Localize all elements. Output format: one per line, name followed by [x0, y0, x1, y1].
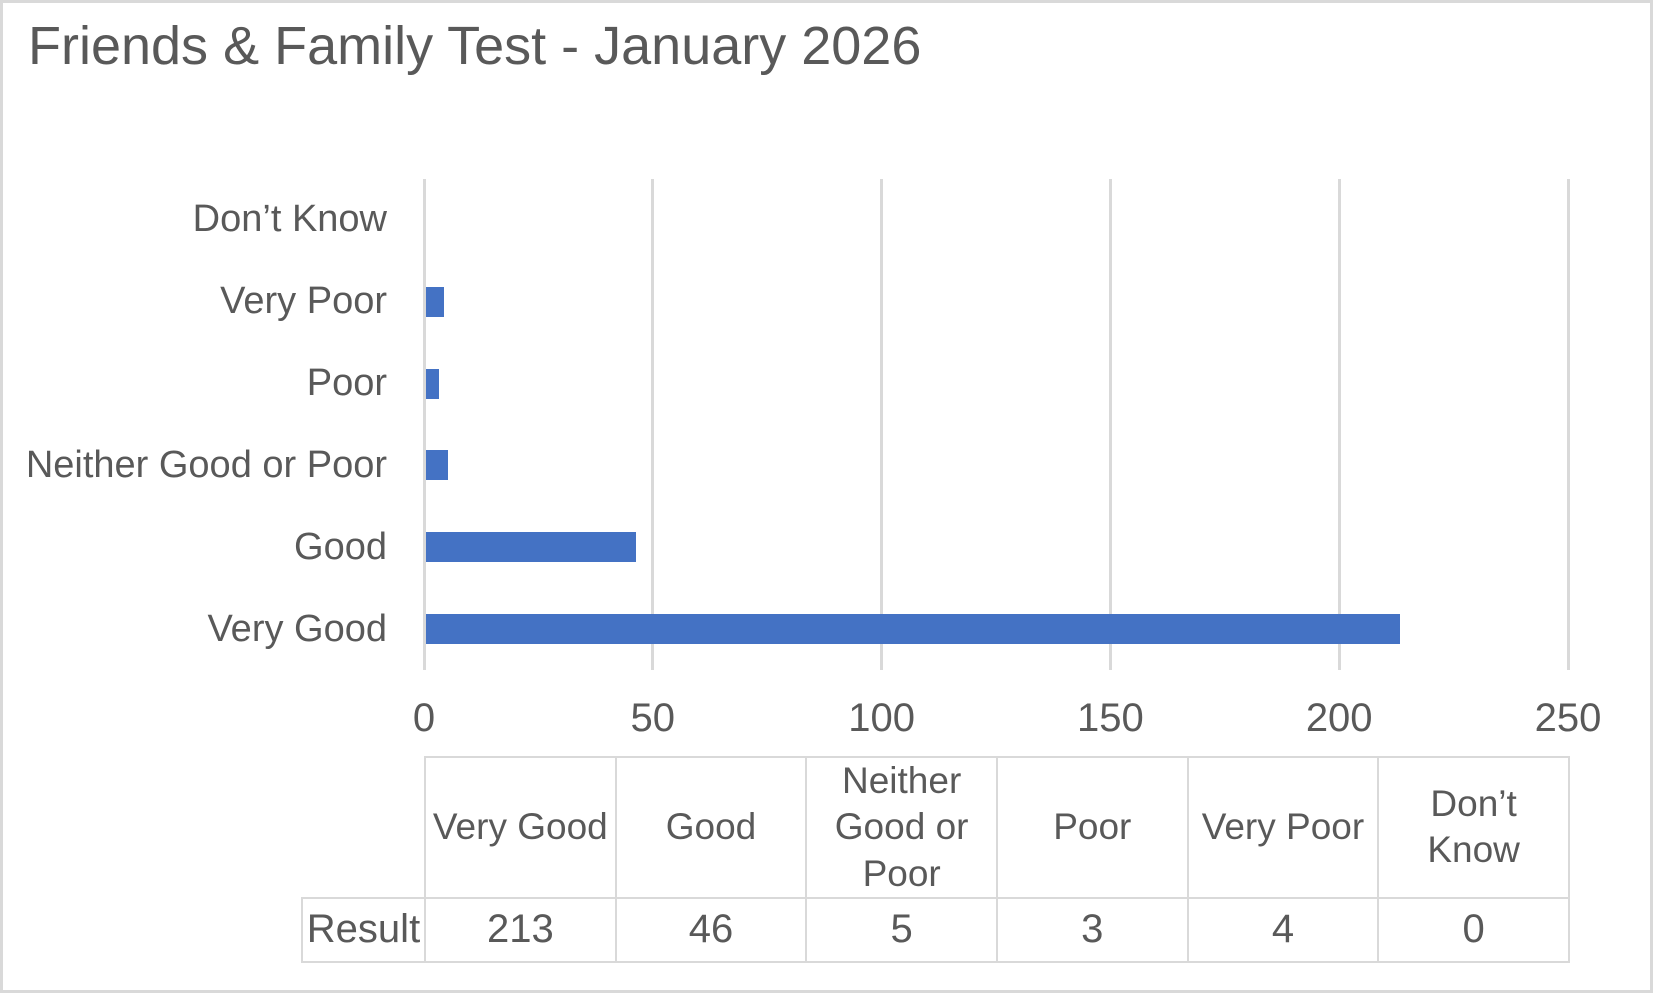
- x-axis-tick-label-50: 50: [630, 696, 676, 740]
- table-value-cell-neither-good-or-poor: 5: [805, 896, 998, 963]
- table-value-cell-very-poor: 4: [1186, 896, 1380, 963]
- x-axis-tick-label-100: 100: [848, 696, 915, 740]
- table-header-cell-very-poor: Very Poor: [1186, 756, 1380, 899]
- table-value-cell-very-good: 213: [424, 896, 617, 963]
- gridline-200: [1337, 179, 1341, 670]
- table-result-row: Result 213 46 5 3 4 0: [301, 896, 1570, 963]
- table-value-cell-good: 46: [614, 896, 808, 963]
- gridline-0: [422, 179, 426, 670]
- category-label-very-poor: Very Poor: [220, 280, 387, 323]
- chart-title: Friends & Family Test - January 2026: [28, 16, 922, 76]
- table-header-cell-good: Good: [614, 756, 808, 899]
- x-axis-tick-label-200: 200: [1305, 696, 1373, 740]
- category-label-good: Good: [294, 525, 387, 568]
- table-header-cell-don-t-know: Don’t Know: [1377, 756, 1570, 899]
- table-value-cell-poor: 3: [995, 896, 1189, 963]
- x-axis-tick-label-250: 250: [1534, 696, 1602, 740]
- x-axis-tick-label-0: 0: [412, 696, 436, 740]
- table-header-row: Very Good Good Neither Good or Poor Poor Ver…: [302, 756, 1570, 899]
- x-axis-tick-label-150: 150: [1077, 696, 1144, 740]
- table-header-cell-very-good: Very Good: [424, 756, 617, 899]
- gridline-250: [1566, 179, 1570, 670]
- table-value-cell-don-t-know: 0: [1377, 896, 1570, 963]
- data-table: Very Good Good Neither Good or Poor Poor Ver…: [301, 756, 1570, 963]
- category-label-neither-good-or-poor: Neither Good or Poor: [25, 443, 387, 486]
- bar-very-poor: [425, 286, 444, 317]
- gridline-150: [1108, 179, 1112, 670]
- gridline-50: [651, 179, 655, 670]
- bar-poor: [425, 368, 440, 399]
- table-header-cell-poor: Poor: [995, 756, 1189, 899]
- table-header-cell-neither-good-or-poor: Neither Good or Poor: [805, 756, 998, 899]
- gridline-100: [880, 179, 884, 670]
- category-label-poor: Poor: [306, 362, 387, 405]
- bar-good: [425, 532, 636, 563]
- table-corner-cell: [302, 757, 425, 898]
- category-label-don-t-know: Don’t Know: [192, 198, 387, 241]
- bar-neither-good-or-poor: [425, 450, 449, 481]
- bar-very-good: [425, 614, 1401, 645]
- table-row-header: Result: [301, 896, 426, 963]
- category-label-very-good: Very Good: [207, 607, 387, 650]
